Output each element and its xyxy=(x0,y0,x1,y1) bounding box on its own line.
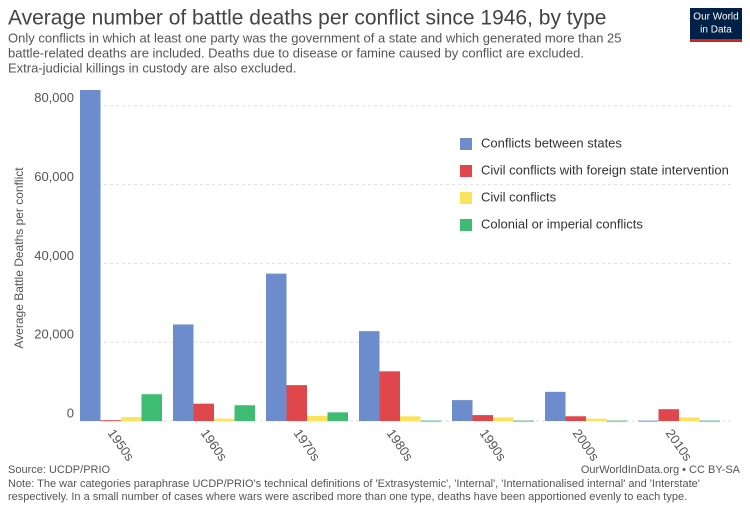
note: respectively. In a small number of cases… xyxy=(8,491,687,503)
bar xyxy=(400,416,421,421)
legend-label: Conflicts between states xyxy=(481,135,622,150)
subtitle: Only conflicts in which at least one par… xyxy=(8,30,622,45)
bar xyxy=(638,420,659,422)
bar xyxy=(141,394,162,421)
legend-swatch xyxy=(460,219,472,231)
chart-title: Average number of battle deaths per conf… xyxy=(8,7,606,30)
bar xyxy=(420,420,441,422)
legend-swatch xyxy=(460,165,472,177)
bar xyxy=(472,415,493,421)
logo-text: Our World xyxy=(693,12,738,23)
legend-label: Civil conflicts with foreign state inter… xyxy=(481,162,729,177)
bar xyxy=(452,400,473,421)
x-tick-label: 1970s xyxy=(291,426,324,464)
note: Note: The war categories paraphrase UCDP… xyxy=(8,478,700,490)
bar xyxy=(379,371,400,421)
bar xyxy=(565,416,586,421)
x-tick-label: 2010s xyxy=(663,426,696,464)
bar xyxy=(606,420,627,422)
legend-label: Civil conflicts xyxy=(481,189,557,204)
bar xyxy=(100,420,121,422)
logo-text: in Data xyxy=(700,25,732,36)
logo xyxy=(690,8,742,42)
y-axis-label: Average Battle Deaths per conflict xyxy=(12,167,26,349)
bar xyxy=(359,331,380,421)
bar xyxy=(513,420,534,422)
bar xyxy=(80,90,101,421)
x-tick-label: 1950s xyxy=(105,426,138,464)
x-tick-label: 2000s xyxy=(570,426,603,464)
legend-swatch xyxy=(460,138,472,150)
bar xyxy=(286,385,307,421)
bar xyxy=(266,273,287,421)
source: Source: UCDP/PRIO xyxy=(8,464,111,476)
bar xyxy=(699,420,720,422)
y-tick-label: 20,000 xyxy=(34,327,74,342)
bar xyxy=(658,409,679,421)
bar xyxy=(173,324,194,421)
x-tick-label: 1960s xyxy=(198,426,231,464)
bar xyxy=(193,403,214,421)
bar xyxy=(214,418,235,421)
bar xyxy=(679,417,700,421)
bar xyxy=(493,417,514,421)
credit: OurWorldInData.org • CC BY-SA xyxy=(581,464,741,476)
bar xyxy=(327,412,348,421)
subtitle: battle-related deaths are included. Deat… xyxy=(8,45,584,60)
x-tick-label: 1980s xyxy=(384,426,417,464)
bar xyxy=(234,405,255,421)
bar xyxy=(545,391,566,421)
y-tick-label: 60,000 xyxy=(34,169,74,184)
legend-label: Colonial or imperial conflicts xyxy=(481,216,643,231)
y-tick-label: 80,000 xyxy=(34,90,74,105)
bar xyxy=(586,418,607,421)
legend-swatch xyxy=(460,192,472,204)
subtitle: Extra-judicial killings in custody are a… xyxy=(8,60,296,75)
logo-stripe xyxy=(690,39,742,42)
bar xyxy=(121,417,142,421)
bar xyxy=(307,415,328,421)
y-tick-label: 0 xyxy=(67,405,74,420)
x-tick-label: 1990s xyxy=(477,426,510,464)
y-tick-label: 40,000 xyxy=(34,248,74,263)
